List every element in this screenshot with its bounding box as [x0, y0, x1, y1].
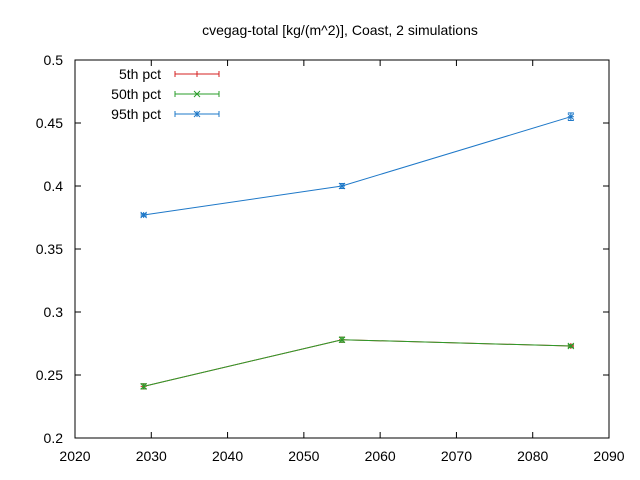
legend-marker [193, 90, 201, 98]
legend-item: 5th pct [119, 66, 220, 82]
x-tick-label: 2090 [593, 448, 624, 464]
legend-item: 95th pct [111, 106, 220, 122]
data-point-d2 [140, 382, 148, 390]
data-point [567, 113, 575, 121]
x-axis: 2020 2030 2040 2050 2060 2070 2080 2090 [59, 60, 625, 464]
y-tick-label: 0.35 [36, 241, 63, 257]
legend-marker-d2 [193, 110, 201, 118]
x-tick-label: 2060 [365, 448, 396, 464]
x-tick-label: 2080 [517, 448, 548, 464]
data-point [140, 211, 148, 219]
data-point [338, 182, 346, 190]
data-point-d2 [140, 211, 148, 219]
x-tick-label: 2050 [288, 448, 319, 464]
x-tick-label: 2020 [59, 448, 90, 464]
y-tick-label: 0.3 [44, 304, 64, 320]
y-tick-label: 0.25 [36, 367, 63, 383]
chart-title: cvegag-total [kg/(m^2)], Coast, 2 simula… [202, 22, 478, 38]
x-tick-label: 2070 [441, 448, 472, 464]
series-95th-pct [140, 112, 575, 219]
x-tick-label: 2030 [136, 448, 167, 464]
legend-item: 50th pct [111, 86, 220, 102]
legend-label: 5th pct [119, 66, 161, 82]
data-point [140, 382, 148, 390]
legend-marker-d2 [193, 90, 201, 98]
series-line [143, 339, 571, 387]
y-tick-label: 0.45 [36, 115, 63, 131]
y-axis: 0.2 0.25 0.3 0.35 0.4 0.45 0.5 [36, 52, 609, 446]
data-point [567, 342, 575, 350]
data-point-d2 [567, 113, 575, 121]
data-point [338, 336, 346, 344]
legend-marker [193, 110, 201, 118]
series-line [143, 339, 571, 387]
y-tick-label: 0.2 [44, 430, 64, 446]
legend: 5th pct 50th pct 95th pct [111, 66, 220, 122]
y-tick-label: 0.4 [44, 178, 64, 194]
series-layer [140, 112, 575, 390]
series-line [143, 116, 572, 216]
series-50th-pct [140, 336, 575, 390]
y-tick-label: 0.5 [44, 52, 64, 68]
legend-label: 95th pct [111, 106, 161, 122]
legend-marker [194, 71, 200, 77]
x-tick-label: 2040 [212, 448, 243, 464]
data-point-d2 [338, 182, 346, 190]
data-point-d2 [338, 336, 346, 344]
legend-label: 50th pct [111, 86, 161, 102]
data-point-d2 [567, 342, 575, 350]
